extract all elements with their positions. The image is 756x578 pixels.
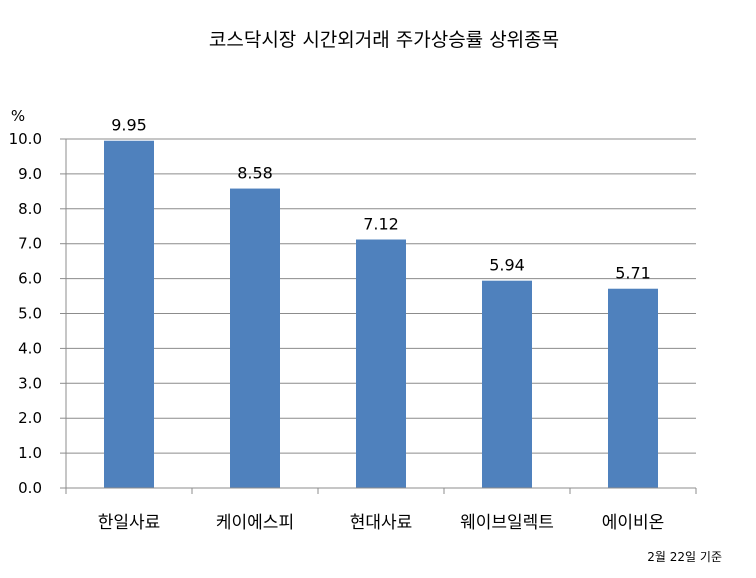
- y-tick-label: 9.0: [18, 165, 42, 183]
- y-tick-label: 8.0: [18, 200, 42, 218]
- y-tick-label: 7.0: [18, 235, 42, 253]
- x-category-label: 웨이브일렉트: [460, 513, 554, 533]
- y-tick-label: 10.0: [9, 130, 42, 148]
- y-tick-label: 2.0: [18, 409, 42, 427]
- value-label: 8.58: [237, 164, 273, 183]
- bar: [482, 280, 532, 488]
- x-axis-categories: 한일사료 케이에스피 현대사료 웨이브일렉트 에이비온: [98, 513, 665, 533]
- y-tick-label: 6.0: [18, 270, 42, 288]
- x-category-label: 에이비온: [602, 513, 665, 533]
- bar: [608, 288, 658, 488]
- y-axis-ticks: 0.0 1.0 2.0 3.0 4.0 5.0 6.0 7.0 8.0 9.0 10.0: [9, 130, 42, 497]
- y-tick-label: 1.0: [18, 444, 42, 462]
- bar: [104, 140, 154, 488]
- data-labels: 9.95 8.58 7.12 5.94 5.71: [111, 116, 651, 283]
- y-tick-label: 3.0: [18, 374, 42, 392]
- y-tick-label: 4.0: [18, 339, 42, 357]
- bars: [104, 140, 658, 489]
- x-category-label: 한일사료: [98, 513, 161, 533]
- bar: [356, 239, 406, 488]
- y-axis-unit: %: [11, 107, 25, 125]
- value-label: 5.71: [615, 264, 651, 283]
- y-tick-label: 0.0: [18, 479, 42, 497]
- value-label: 7.12: [363, 215, 399, 234]
- axes: [60, 138, 697, 494]
- value-label: 9.95: [111, 116, 147, 135]
- x-category-label: 케이에스피: [216, 513, 294, 533]
- value-label: 5.94: [489, 256, 525, 275]
- x-category-label: 현대사료: [350, 513, 413, 533]
- bar: [230, 188, 280, 489]
- chart-title: 코스닥시장 시간외거래 주가상승률 상위종목: [209, 29, 559, 51]
- y-tick-label: 5.0: [18, 305, 42, 323]
- date-note: 2월 22일 기준: [647, 550, 722, 564]
